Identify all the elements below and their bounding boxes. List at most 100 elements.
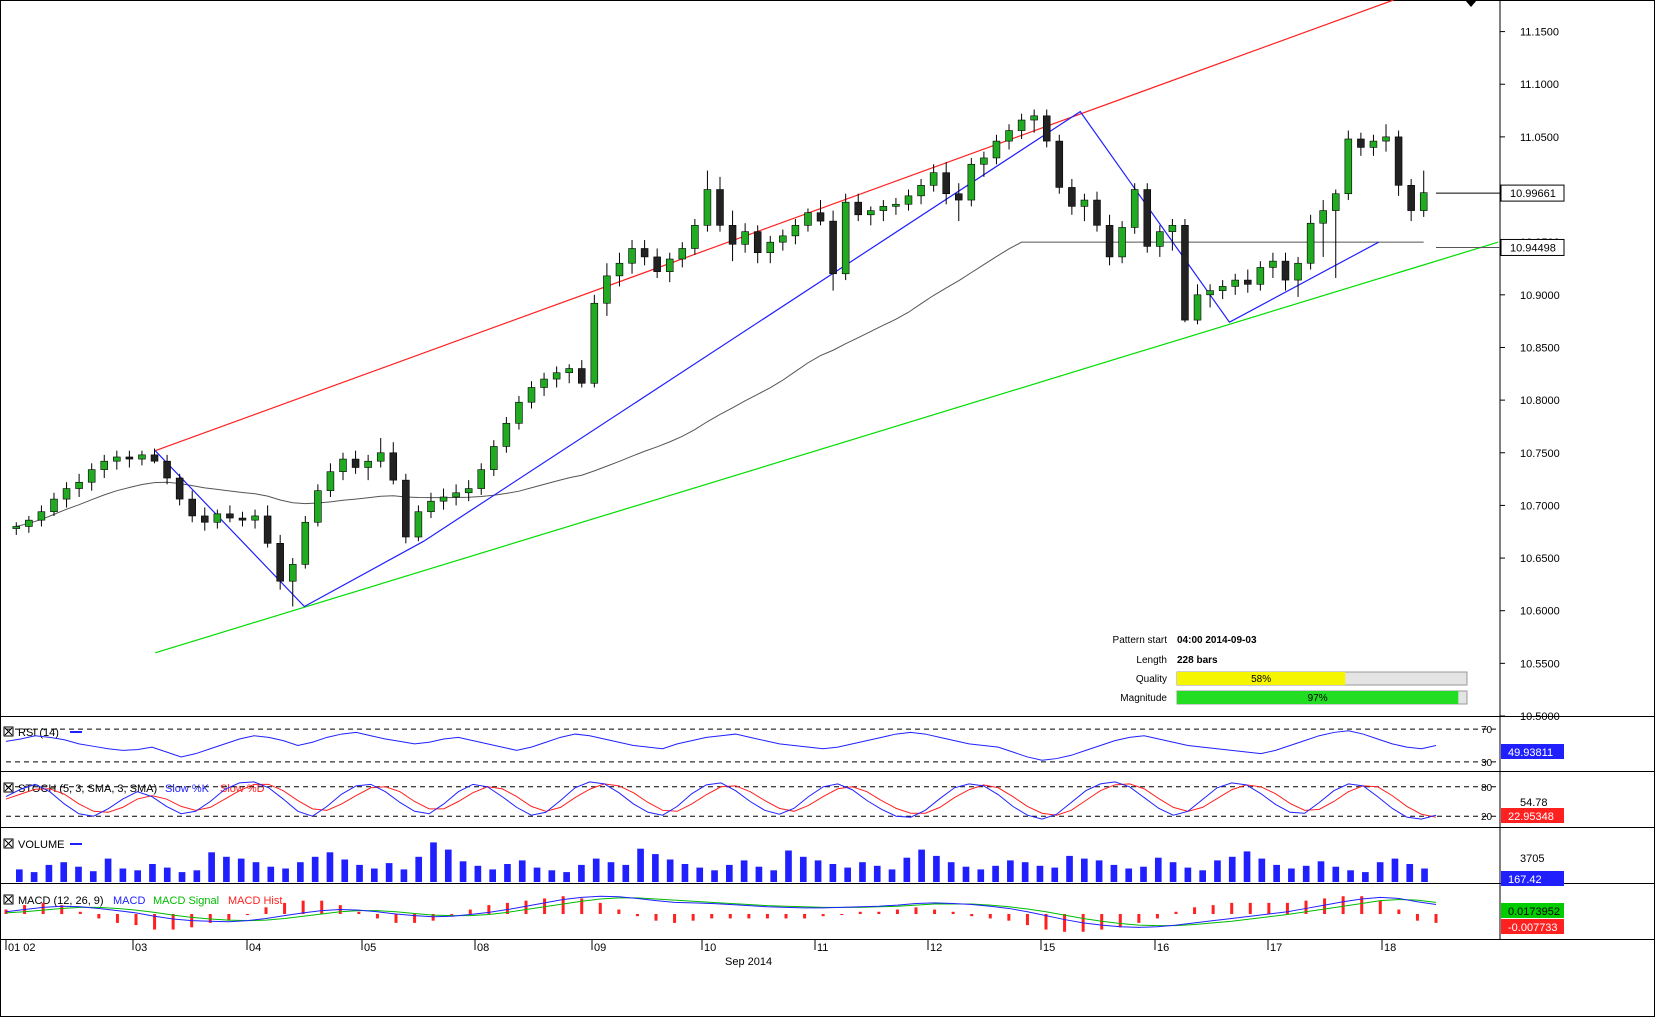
macd-hist-bar — [1360, 896, 1364, 914]
volume-value-label-box — [1501, 871, 1564, 886]
volume-bar — [193, 870, 201, 882]
candle-body — [1269, 260, 1277, 268]
candle-body — [578, 368, 586, 384]
magnitude-bar-value: 97% — [1308, 693, 1328, 704]
volume-bar — [637, 848, 644, 882]
volume-bar — [947, 862, 955, 882]
macd-hist-bar — [1063, 914, 1067, 932]
quality-bar-value: 58% — [1251, 674, 1271, 685]
candle-body — [12, 526, 21, 529]
candle-body — [716, 189, 724, 226]
volume-bar — [755, 866, 763, 882]
macd-hist-bar — [1193, 907, 1197, 914]
candle-body — [791, 225, 800, 237]
volume-bar — [696, 867, 704, 882]
volume-bar — [681, 864, 689, 882]
volume-bar — [149, 864, 156, 882]
candle-body — [163, 460, 171, 479]
candle-body — [238, 517, 247, 521]
macd-hist-bar — [821, 914, 825, 917]
volume-bar — [1007, 860, 1014, 882]
macd-hist-bar — [1230, 902, 1234, 914]
macd-hist-bar — [803, 914, 807, 919]
macd-close-icon-cross[interactable] — [4, 895, 13, 904]
volume-bar — [962, 866, 970, 882]
candle-body — [25, 519, 33, 527]
candle-body — [1030, 115, 1038, 121]
macd-hist-bar — [264, 907, 268, 914]
time-tick-label: 03 — [135, 942, 147, 954]
time-tick-label: 17 — [1270, 942, 1282, 954]
stoch-level-label: 80 — [1481, 783, 1493, 794]
price-tick-label: 11.1000 — [1520, 79, 1559, 91]
macd-hist-bar — [580, 898, 584, 914]
price-tick-label: 10.6500 — [1520, 553, 1560, 565]
volume-bar — [474, 865, 482, 882]
macd-hist-bar — [543, 898, 547, 914]
macd-hist-bar — [691, 914, 695, 921]
macd-hist-bar — [487, 905, 491, 914]
volume-bar — [1332, 866, 1340, 882]
candle-body — [804, 212, 812, 226]
macd-hist-bar — [673, 914, 677, 923]
candle-body — [1005, 130, 1013, 142]
volume-bar — [341, 859, 349, 882]
candle-body — [816, 212, 825, 222]
moving-average-line — [16, 241, 1424, 527]
macd-hist-bar — [357, 911, 361, 914]
volume-bar — [45, 864, 53, 882]
candle-body — [904, 195, 913, 205]
volume-bar — [814, 860, 822, 882]
stoch-close-icon-cross[interactable] — [4, 783, 13, 792]
candle-body — [1193, 294, 1202, 321]
scroll-arrow-icon[interactable] — [1465, 0, 1477, 7]
candle-body — [879, 206, 888, 211]
volume-bar — [504, 864, 511, 882]
candle-body — [917, 185, 925, 197]
volume-bar — [444, 849, 452, 882]
candle-body — [477, 469, 485, 489]
macd-hist-bar — [1025, 914, 1029, 926]
candle-body — [452, 492, 460, 498]
volume-bar — [1154, 857, 1162, 882]
candle-body — [854, 201, 862, 216]
stoch-level-label: 20 — [1481, 812, 1493, 823]
macd-hist-bar — [784, 914, 788, 919]
macd-hist-bar — [1378, 900, 1382, 914]
volume-bar — [459, 861, 467, 882]
candle-body — [1419, 192, 1428, 211]
price-tick-label: 11.1500 — [1520, 27, 1559, 39]
candle-body — [1281, 260, 1290, 281]
volume-bar — [89, 871, 97, 882]
macd-hist-bar — [245, 914, 249, 915]
candle-body — [540, 378, 548, 388]
candle-body — [251, 515, 259, 521]
candle-body — [1130, 189, 1139, 228]
volume-bar — [711, 870, 718, 882]
candle-body — [691, 225, 699, 249]
candle-body — [1055, 140, 1064, 188]
volume-title: VOLUME — [18, 839, 64, 851]
volume-bar — [223, 856, 230, 882]
candle-body — [565, 368, 573, 374]
candle-body — [75, 481, 83, 489]
candle-body — [967, 163, 976, 201]
volume-bar — [607, 862, 615, 882]
candle-body — [653, 256, 661, 272]
candle-body — [314, 490, 322, 523]
candle-body — [427, 500, 435, 513]
pattern-start-label: Pattern start — [1113, 635, 1168, 646]
candle-body — [1369, 140, 1378, 148]
macd-hist-bar — [413, 914, 417, 923]
volume-bar — [726, 864, 733, 882]
volume-bar — [1125, 868, 1133, 882]
volume-close-icon-cross[interactable] — [4, 839, 13, 848]
pattern-line-upper — [154, 0, 1394, 452]
candle-body — [1080, 199, 1089, 207]
volume-bar — [297, 862, 304, 882]
candle-body — [1407, 185, 1415, 211]
volume-bar — [371, 868, 378, 882]
candle-body — [766, 241, 775, 254]
macd-hist-bar — [227, 914, 231, 921]
macd-value-label-box — [1501, 903, 1564, 918]
